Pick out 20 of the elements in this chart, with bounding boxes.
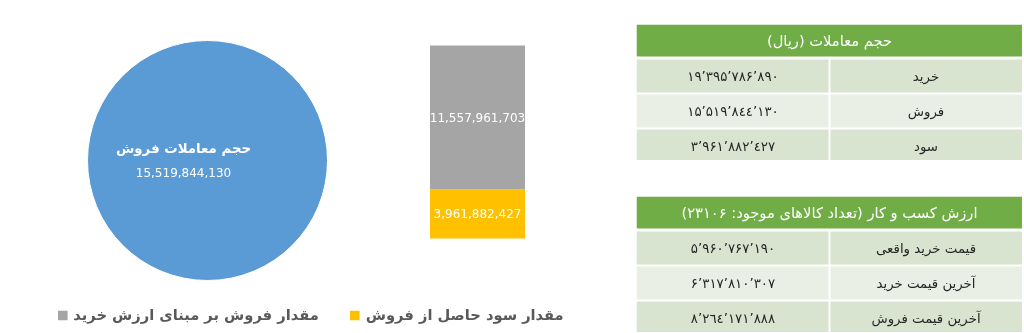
text: ۸٬۲٦٤٬۱۷۱٬۸۸۸ <box>690 310 776 326</box>
legend-label: مقدار سود حاصل از فروش <box>365 306 564 323</box>
text: ۵٬۹۶۰٬۷۶۷٬۱۹۰ <box>690 240 776 256</box>
slice-label: حجم معاملات فروش <box>115 141 252 156</box>
data-label: 11,557,961,703 <box>429 110 526 125</box>
category-label: خرید <box>912 68 940 85</box>
text: ۳٬۹۶۱٬۸۸۲٬٤۲۷ <box>690 138 776 154</box>
data-label: 15,519,844,130 <box>135 166 232 180</box>
category-label: آخرین قیمت خرید <box>876 274 977 292</box>
text: ۱۹٬۳۹۵٬۷۸۶٬۸۹۰ <box>687 68 779 84</box>
category-label: سود <box>914 138 939 155</box>
text: حجم معاملات (ریال) <box>766 32 893 50</box>
category-label: فروش <box>907 103 945 120</box>
text: ۱۵٬۵۱۹٬۸٤٤٬۱۳۰ <box>687 103 779 119</box>
text: ارزش کسب و کار (تعداد کالاهای موجود: ۲۳۱۰۶) <box>681 204 978 222</box>
category-label: آخرین قیمت فروش <box>871 309 982 327</box>
legend-label: مقدار فروش بر مبنای ارزش خرید <box>73 306 319 323</box>
category-label: قیمت خرید واقعی <box>876 240 977 257</box>
data-label: 3,961,882,427 <box>433 207 522 222</box>
text: ۶٬۳۱۷٬۸۱۰٬۳۰۷ <box>690 275 776 291</box>
